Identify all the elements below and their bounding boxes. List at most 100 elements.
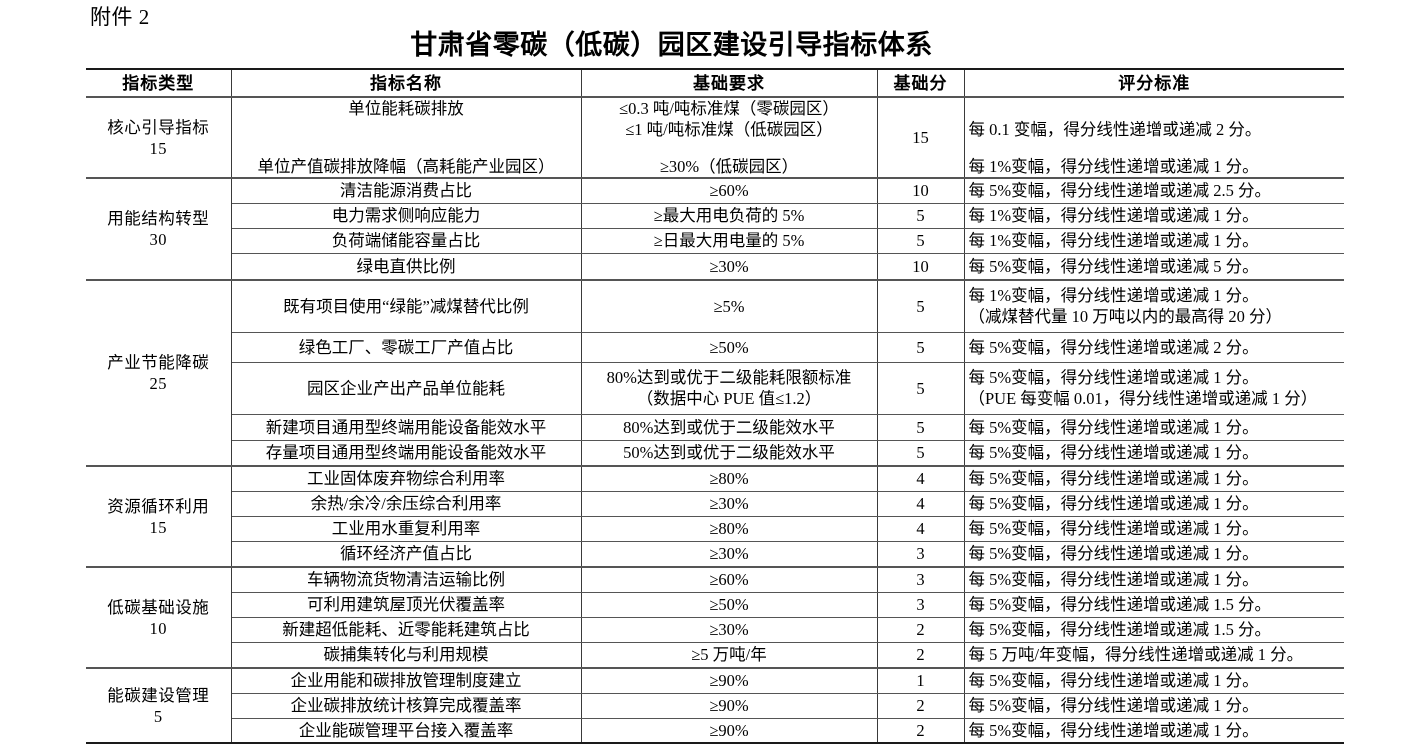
- scoring-rule-line: 每 5%变幅，得分线性递增或递减 1 分。: [968, 494, 1259, 513]
- table-row: 低碳基础设施 10 车辆物流货物清洁运输比例 ≥60% 3 每 5%变幅，得分线性递增或递…: [86, 567, 1344, 669]
- requirement-line: ≥日最大用电量的 5%: [653, 231, 805, 250]
- column-header-type: 指标类型: [86, 68, 232, 98]
- indicator-name: 新建项目通用型终端用能设备能效水平: [265, 417, 547, 437]
- indicator-name-cell: 余热/余冷/余压综合利用率: [231, 491, 582, 517]
- table-row: 绿色工厂、零碳工厂产值占比 ≥50% 5 每 5%变幅，得分线性递增或递减 2 分。: [86, 332, 1344, 363]
- table-row: 余热/余冷/余压综合利用率 ≥30% 4 每 5%变幅，得分线性递增或递减 1 分。: [86, 491, 1344, 517]
- indicator-name: 既有项目使用“绿能”减煤替代比例: [283, 296, 529, 316]
- scoring-rule-line: 每 1%变幅，得分线性递增或递减 1 分。: [968, 157, 1259, 176]
- indicator-name-cell: 负荷端储能容量占比: [231, 228, 582, 254]
- column-header-name: 指标名称: [231, 68, 582, 98]
- scoring-rule-cell: 每 5%变幅，得分线性递增或递减 1.5 分。: [964, 592, 1344, 618]
- indicator-name: 车辆物流货物清洁运输比例: [307, 570, 505, 590]
- requirement-cell: ≥最大用电负荷的 5%: [581, 203, 878, 229]
- requirement-cell: ≥60%: [581, 567, 878, 593]
- scoring-rule-cell: 每 5%变幅，得分线性递增或递减 1 分。: [964, 516, 1344, 542]
- indicator-name: 工业固体废弃物综合利用率: [307, 469, 505, 489]
- category-name: 产业节能降碳: [107, 353, 210, 372]
- requirement-line: ≥5 万吨/年: [691, 645, 767, 665]
- indicator-table-wrapper: 指标类型 指标名称 基础要求 基础分 评分标准 核心引导指标 15 单位能耗碳排放 ≤…: [86, 68, 1344, 744]
- requirement-line: ≥90%: [709, 671, 749, 691]
- indicator-name-cell: 新建超低能耗、近零能耗建筑占比: [231, 617, 582, 643]
- indicator-name: 单位能耗碳排放: [348, 99, 464, 118]
- indicator-name-cell: 园区企业产出产品单位能耗: [231, 362, 582, 415]
- requirement-cell: ≥30%: [581, 617, 878, 643]
- scoring-rule-line: （减煤替代量 10 万吨以内的最高得 20 分）: [968, 307, 1283, 327]
- requirement-cell: ≤0.3 吨/吨标准煤（零碳园区） ≤1 吨/吨标准煤（低碳园区）: [581, 97, 878, 140]
- requirement-line: ≥60%: [709, 570, 749, 590]
- table-row: 循环经济产值占比 ≥30% 3 每 5%变幅，得分线性递增或递减 1 分。: [86, 541, 1344, 568]
- indicator-table: 指标类型 指标名称 基础要求 基础分 评分标准 核心引导指标 15 单位能耗碳排放 ≤…: [86, 68, 1344, 744]
- table-row: 负荷端储能容量占比 ≥日最大用电量的 5% 5 每 1%变幅，得分线性递增或递减 1 …: [86, 228, 1344, 254]
- indicator-name-cell: 可利用建筑屋顶光伏覆盖率: [231, 592, 582, 618]
- column-header-score: 基础分: [877, 68, 965, 98]
- requirement-cell: ≥90%: [581, 668, 878, 694]
- scoring-rule-line: 每 5%变幅，得分线性递增或递减 2 分。: [968, 337, 1259, 357]
- indicator-name-cell: 单位产值碳排放降幅（高耗能产业园区）: [231, 140, 582, 179]
- base-score-cell: 2: [877, 718, 965, 744]
- scoring-rule-cell: 每 1%变幅，得分线性递增或递减 1 分。: [964, 140, 1344, 179]
- base-score-cell: 4: [877, 466, 965, 492]
- scoring-rule-line: 每 5%变幅，得分线性递增或递减 1 分。: [968, 544, 1259, 564]
- requirement-line: ≥90%: [709, 696, 749, 715]
- scoring-rule-line: 每 1%变幅，得分线性递增或递减 1 分。: [968, 231, 1259, 250]
- category-name: 核心引导指标: [107, 117, 210, 137]
- category-name: 用能结构转型: [107, 209, 210, 228]
- scoring-rule-cell: 每 0.1 变幅，得分线性递增或递减 2 分。: [964, 97, 1344, 140]
- scoring-rule-cell: 每 5%变幅，得分线性递增或递减 1 分。: [964, 567, 1344, 593]
- table-row: 绿电直供比例 ≥30% 10 每 5%变幅，得分线性递增或递减 5 分。: [86, 253, 1344, 281]
- requirement-cell: ≥日最大用电量的 5%: [581, 228, 878, 254]
- category-score: 5: [153, 706, 163, 726]
- scoring-rule-line: 每 5%变幅，得分线性递增或递减 1 分。: [968, 469, 1259, 489]
- requirement-line: 80%达到或优于二级能耗限额标准: [606, 368, 852, 387]
- requirement-line: ≤1 吨/吨标准煤（低碳园区）: [625, 120, 833, 139]
- requirement-cell: ≥50%: [581, 592, 878, 618]
- scoring-rule-line: 每 5%变幅，得分线性递增或递减 1 分。: [968, 519, 1259, 538]
- requirement-cell: ≥5 万吨/年: [581, 642, 878, 669]
- base-score-cell: 5: [877, 280, 965, 333]
- requirement-line: ≥80%: [709, 469, 749, 489]
- indicator-name-cell: 清洁能源消费占比: [231, 178, 582, 204]
- category-cell: 能碳建设管理 5: [86, 668, 232, 744]
- requirement-cell: ≥30%: [581, 491, 878, 517]
- table-body: 核心引导指标 15 单位能耗碳排放 ≤0.3 吨/吨标准煤（零碳园区） ≤1 吨/吨标准…: [86, 97, 1344, 744]
- scoring-rule-cell: 每 5%变幅，得分线性递增或递减 1 分。: [964, 466, 1344, 492]
- indicator-name-cell: 单位能耗碳排放: [231, 97, 582, 140]
- indicator-name-cell: 新建项目通用型终端用能设备能效水平: [231, 414, 582, 441]
- table-row: 核心引导指标 15 单位能耗碳排放 ≤0.3 吨/吨标准煤（零碳园区） ≤1 吨/吨标准…: [86, 97, 1344, 179]
- requirement-cell: ≥80%: [581, 516, 878, 542]
- indicator-name-cell: 企业能碳管理平台接入覆盖率: [231, 718, 582, 744]
- table-row: 碳捕集转化与利用规模 ≥5 万吨/年 2 每 5 万吨/年变幅，得分线性递增或递减 1…: [86, 642, 1344, 669]
- table-row: 可利用建筑屋顶光伏覆盖率 ≥50% 3 每 5%变幅，得分线性递增或递减 1.5 分。: [86, 592, 1344, 618]
- table-row: 工业用水重复利用率 ≥80% 4 每 5%变幅，得分线性递增或递减 1 分。: [86, 516, 1344, 542]
- indicator-name-cell: 企业碳排放统计核算完成覆盖率: [231, 693, 582, 719]
- table-row: 新建超低能耗、近零能耗建筑占比 ≥30% 2 每 5%变幅，得分线性递增或递减 1.5…: [86, 617, 1344, 643]
- indicator-name: 企业碳排放统计核算完成覆盖率: [290, 696, 522, 715]
- base-score-cell: 2: [877, 693, 965, 719]
- indicator-name: 绿色工厂、零碳工厂产值占比: [298, 337, 514, 357]
- category-cell: 资源循环利用 15: [86, 466, 232, 568]
- scoring-rule-cell: 每 5 万吨/年变幅，得分线性递增或递减 1 分。: [964, 642, 1344, 669]
- requirement-cell: 80%达到或优于二级能效水平: [581, 414, 878, 441]
- table-row: 用能结构转型 30 清洁能源消费占比 ≥60% 10 每 5%变幅，得分线性递增或递减 2…: [86, 178, 1344, 281]
- scoring-rule-line: 每 5%变幅，得分线性递增或递减 5 分。: [968, 256, 1259, 276]
- base-score-cell: 5: [877, 228, 965, 254]
- requirement-line: ≥30%（低碳园区）: [659, 157, 799, 176]
- requirement-line: ≥50%: [709, 595, 749, 614]
- indicator-name-cell: 绿电直供比例: [231, 253, 582, 281]
- requirement-line: ≥30%: [709, 256, 749, 276]
- base-score-cell: 3: [877, 592, 965, 618]
- category-score: 25: [149, 374, 167, 393]
- scoring-rule-cell: 每 1%变幅，得分线性递增或递减 1 分。: [964, 203, 1344, 229]
- base-score-cell: 15: [877, 97, 965, 179]
- column-header-requirement: 基础要求: [581, 68, 878, 98]
- table-row: 单位产值碳排放降幅（高耗能产业园区） ≥30%（低碳园区） 每 1%变幅，得分线性递…: [86, 140, 1344, 179]
- indicator-name-cell: 企业用能和碳排放管理制度建立: [231, 668, 582, 694]
- base-score-cell: 5: [877, 332, 965, 363]
- table-row: 企业能碳管理平台接入覆盖率 ≥90% 2 每 5%变幅，得分线性递增或递减 1 分。: [86, 718, 1344, 744]
- scoring-rule-cell: 每 5%变幅，得分线性递增或递减 1 分。 （PUE 每变幅 0.01，得分线性递…: [964, 362, 1344, 415]
- scoring-rule-line: 每 5%变幅，得分线性递增或递减 1 分。: [968, 417, 1259, 437]
- requirement-line: ≥30%: [709, 620, 749, 639]
- requirement-cell: ≥30%: [581, 253, 878, 281]
- scoring-rule-line: 每 5 万吨/年变幅，得分线性递增或递减 1 分。: [968, 645, 1304, 665]
